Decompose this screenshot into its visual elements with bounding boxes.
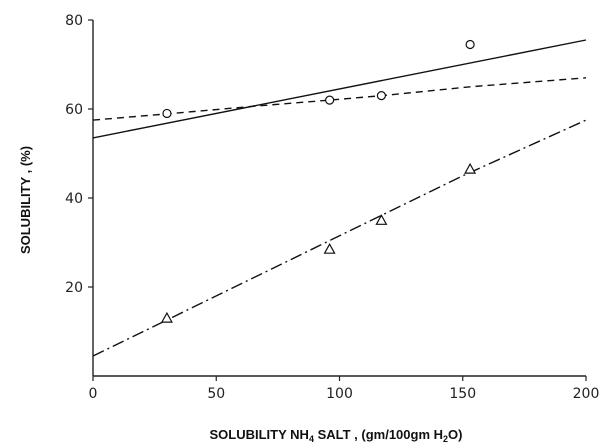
data-markers: [160, 39, 477, 323]
x-tick-label: 150: [449, 386, 476, 402]
fit-line-dash-dot: [92, 119, 587, 357]
y-tick-label: 40: [65, 191, 83, 207]
x-ticks: 0 50 100 150 200: [89, 376, 600, 402]
triangle-marker: [464, 162, 477, 174]
x-tick-label: 100: [326, 386, 353, 402]
y-tick-label: 80: [65, 13, 83, 29]
x-tick-label: 50: [207, 386, 225, 402]
circle-marker: [162, 108, 172, 119]
y-axis-title: SOLUBILITY , (%): [18, 146, 33, 254]
triangle-marker: [323, 242, 336, 254]
y-tick-label: 60: [65, 102, 83, 118]
fit-line-solid: [92, 39, 587, 139]
triangle-marker: [375, 214, 388, 225]
y-ticks: 20 40 60 80: [65, 13, 93, 296]
y-tick-label: 20: [65, 280, 83, 296]
circle-marker: [376, 91, 387, 101]
x-tick-label: 0: [89, 386, 98, 402]
x-tick-label: 200: [573, 386, 600, 402]
fit-lines: [92, 39, 587, 357]
circle-marker: [465, 39, 475, 50]
circle-marker: [325, 95, 335, 105]
triangle-marker: [160, 311, 173, 323]
x-axis-title: SOLUBILITY NH4 SALT , (gm/100gm H2O): [210, 427, 463, 444]
